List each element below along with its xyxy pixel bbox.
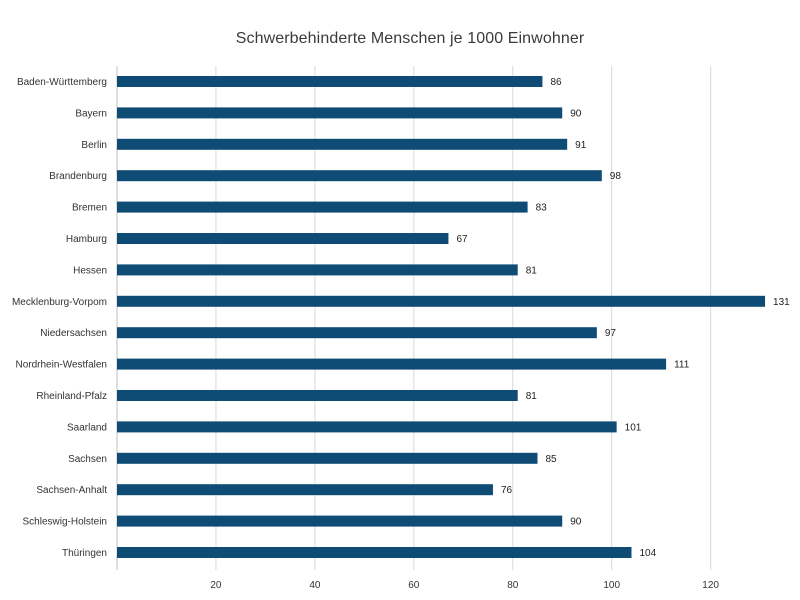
category-label: Sachsen-Anhalt xyxy=(36,485,107,496)
data-label: 83 xyxy=(536,203,548,214)
bar xyxy=(117,484,493,496)
bar xyxy=(117,107,563,119)
data-label: 81 xyxy=(526,265,538,276)
data-label: 104 xyxy=(639,548,656,559)
data-label: 81 xyxy=(526,391,538,402)
bar xyxy=(117,264,518,276)
bar xyxy=(117,327,597,339)
bar xyxy=(117,515,563,527)
category-label: Rheinland-Pfalz xyxy=(36,391,107,402)
category-label: Niedersachsen xyxy=(40,328,107,339)
bar xyxy=(117,76,543,87)
x-tick-label: 20 xyxy=(210,580,222,591)
data-label: 76 xyxy=(501,485,513,496)
x-tick-label: 80 xyxy=(507,580,519,591)
x-tick-label: 60 xyxy=(408,580,420,591)
bars xyxy=(117,76,766,558)
bar xyxy=(117,452,538,464)
data-label: 97 xyxy=(605,328,617,339)
category-label: Saarland xyxy=(67,422,107,433)
labels: 20 40 60 80 100 120 Baden-Württemberg 86 Bayern 9… xyxy=(12,77,790,591)
bar xyxy=(117,390,518,401)
bar xyxy=(117,358,667,370)
category-label: Schleswig-Holstein xyxy=(23,517,107,528)
x-tick-label: 120 xyxy=(702,580,719,591)
data-label: 98 xyxy=(610,171,622,182)
bar xyxy=(117,547,632,558)
data-label: 91 xyxy=(575,140,587,151)
chart-title: Schwerbehinderte Menschen je 1000 Einwoh… xyxy=(235,30,585,47)
category-label: Thüringen xyxy=(62,548,107,559)
category-label: Berlin xyxy=(81,140,107,151)
category-label: Hessen xyxy=(73,265,107,276)
category-label: Hamburg xyxy=(66,234,107,245)
bar xyxy=(117,233,449,244)
bar xyxy=(117,295,766,307)
category-label: Brandenburg xyxy=(49,171,107,182)
category-label: Bayern xyxy=(75,108,107,119)
x-tick-label: 100 xyxy=(603,580,620,591)
data-label: 85 xyxy=(545,454,557,465)
bar xyxy=(117,201,528,213)
bar xyxy=(117,170,602,182)
category-label: Mecklenburg-Vorpom xyxy=(12,297,107,308)
data-label: 90 xyxy=(570,517,582,528)
data-label: 101 xyxy=(625,422,642,433)
data-label: 86 xyxy=(550,77,562,88)
category-label: Nordrhein-Westfalen xyxy=(15,360,107,371)
bar xyxy=(117,421,617,433)
category-label: Bremen xyxy=(72,203,107,214)
data-label: 67 xyxy=(456,234,468,245)
category-label: Sachsen xyxy=(68,454,107,465)
category-label: Baden-Württemberg xyxy=(17,77,107,88)
data-label: 111 xyxy=(674,360,690,371)
bar xyxy=(117,138,568,150)
data-label: 131 xyxy=(773,297,790,308)
data-label: 90 xyxy=(570,108,582,119)
x-tick-label: 40 xyxy=(309,580,321,591)
